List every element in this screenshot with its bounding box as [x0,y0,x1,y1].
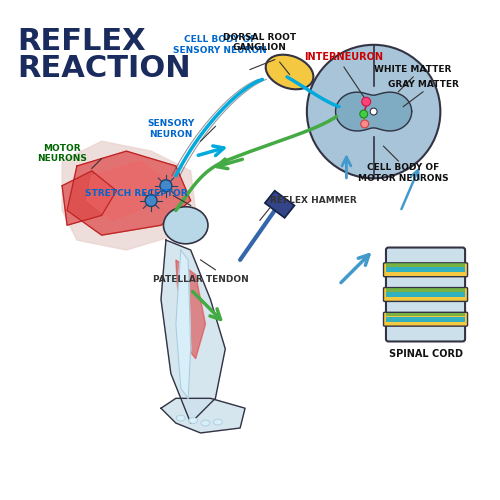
Bar [386,268,465,272]
Polygon shape [161,240,226,423]
Ellipse shape [176,415,185,421]
Text: GRAY MATTER: GRAY MATTER [388,80,458,90]
Text: DORSAL ROOT
GANGLION: DORSAL ROOT GANGLION [224,33,296,52]
Polygon shape [67,151,190,235]
FancyBboxPatch shape [384,263,468,276]
Text: CELL BODY OF
MOTOR NEURONS: CELL BODY OF MOTOR NEURONS [358,164,448,183]
Bar [386,317,465,322]
Text: INTERNEURON: INTERNEURON [304,52,384,62]
Circle shape [362,97,370,106]
FancyBboxPatch shape [386,248,465,342]
Bar [386,264,465,267]
Text: STRETCH RECEPTOR: STRETCH RECEPTOR [85,188,188,198]
Ellipse shape [214,419,222,425]
Polygon shape [176,260,206,359]
Text: REFLEX HAMMER: REFLEX HAMMER [270,196,356,205]
Polygon shape [62,171,116,226]
Text: SPINAL CORD: SPINAL CORD [388,349,462,359]
Polygon shape [161,398,245,433]
Text: CELL BODY OF
SENSORY NEURON: CELL BODY OF SENSORY NEURON [174,36,267,54]
Ellipse shape [266,54,314,90]
Text: WHITE MATTER: WHITE MATTER [374,66,452,74]
Circle shape [370,108,377,115]
Text: MOTOR
NEURONS: MOTOR NEURONS [37,144,87,164]
Bar [386,292,465,297]
Text: SENSORY
NEURON: SENSORY NEURON [148,119,194,139]
Ellipse shape [188,418,198,424]
FancyBboxPatch shape [384,288,468,302]
Circle shape [160,180,172,192]
Circle shape [145,194,157,206]
Polygon shape [265,190,294,218]
Circle shape [360,110,368,118]
Ellipse shape [164,206,208,244]
Polygon shape [176,250,190,398]
Polygon shape [87,161,166,220]
Polygon shape [336,92,411,131]
Polygon shape [62,141,196,250]
FancyBboxPatch shape [384,312,468,326]
Text: REFLEX
REACTION: REFLEX REACTION [18,28,191,83]
Circle shape [361,120,368,128]
Bar [386,313,465,316]
Circle shape [307,45,440,178]
Ellipse shape [201,420,210,426]
Text: PATELLAR TENDON: PATELLAR TENDON [152,274,248,283]
Bar [386,288,465,292]
